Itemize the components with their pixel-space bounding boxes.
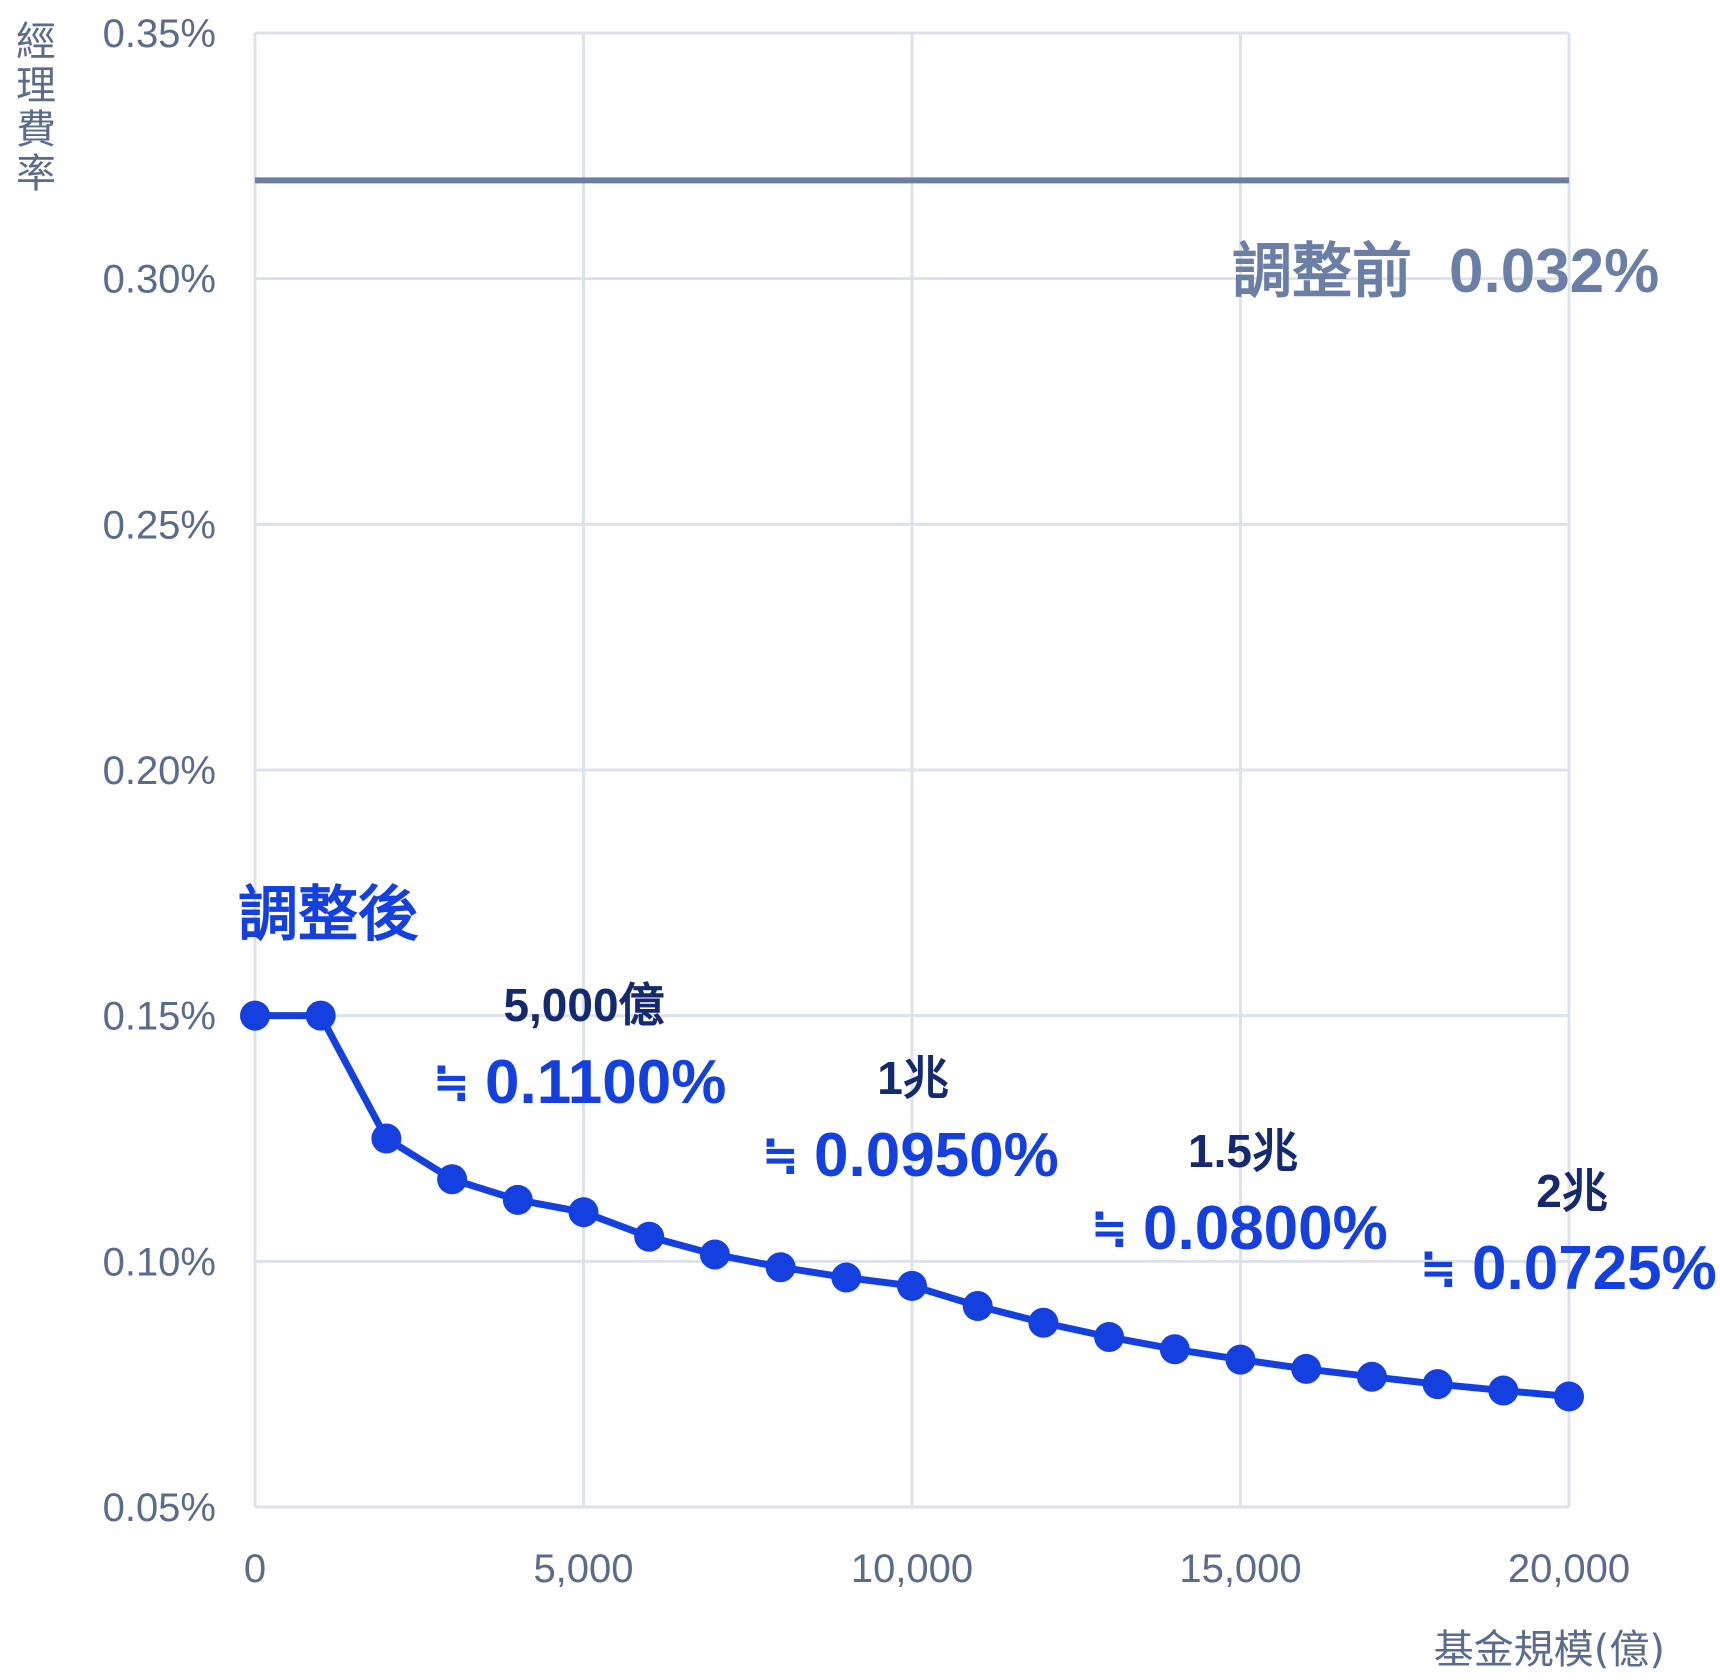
series-after-point <box>305 1000 336 1031</box>
series-after-point <box>831 1262 862 1293</box>
grid <box>253 31 1571 1509</box>
series-after-point <box>634 1221 665 1252</box>
y-tick-label: 0.20% <box>103 749 216 793</box>
series-after-point <box>1028 1307 1059 1338</box>
x-tick-label: 0 <box>244 1547 266 1591</box>
after-label: 調整後 <box>238 881 419 948</box>
series-after-point <box>962 1291 993 1322</box>
point-size-label: 5,000億 <box>503 979 664 1031</box>
series-after-point <box>1225 1344 1256 1375</box>
series-after-point <box>897 1270 927 1301</box>
series-after-point <box>699 1239 730 1270</box>
x-tick-label: 10,000 <box>851 1547 973 1591</box>
series-after-point <box>1554 1381 1584 1412</box>
series-after-point <box>765 1252 796 1283</box>
approx-symbol: ≒ <box>762 1131 799 1180</box>
point-rate-label: 0.0800% <box>1143 1194 1388 1263</box>
point-size-label: 1.5兆 <box>1188 1125 1298 1177</box>
approx-symbol: ≒ <box>433 1058 470 1107</box>
approx-symbol: ≒ <box>1420 1244 1457 1293</box>
series-after-point <box>502 1184 533 1215</box>
x-tick-label: 15,000 <box>1179 1547 1301 1591</box>
approx-symbol: ≒ <box>1091 1204 1128 1253</box>
series-after-point <box>568 1197 599 1228</box>
y-tick-label: 0.10% <box>103 1240 216 1284</box>
y-tick-label: 0.15% <box>103 995 216 1039</box>
series-after-point <box>1094 1321 1125 1352</box>
series-after-point <box>1356 1361 1387 1392</box>
series-after-point <box>371 1123 402 1154</box>
series-after-point <box>1291 1353 1322 1384</box>
before-value: 0.032% <box>1449 237 1659 306</box>
x-tick-label: 5,000 <box>533 1547 633 1591</box>
series-after-point <box>1159 1334 1190 1365</box>
point-size-label: 2兆 <box>1536 1165 1608 1217</box>
series-after-point <box>1422 1369 1453 1400</box>
series-after-point <box>240 1000 270 1031</box>
x-axis-title: 基金規模(億) <box>1434 1627 1665 1673</box>
y-tick-label: 0.25% <box>103 503 216 547</box>
series-after-point <box>437 1164 468 1195</box>
point-rate-label: 0.1100% <box>485 1048 726 1117</box>
before-label: 調整前 <box>1232 238 1412 305</box>
point-rate-label: 0.0725% <box>1472 1234 1717 1303</box>
y-tick-label: 0.05% <box>103 1486 216 1530</box>
y-axis-title: 經理費率 <box>9 20 55 196</box>
y-tick-label: 0.30% <box>103 258 216 302</box>
series <box>240 177 1584 1412</box>
point-size-label: 1兆 <box>877 1052 949 1104</box>
y-tick-label: 0.35% <box>103 12 216 56</box>
series-after-point <box>1488 1375 1519 1406</box>
axis-ticks: 0.35% 0.30% 0.25% 0.20% 0.15% 0.10% 0.05% 0 5,00… <box>103 12 1631 1591</box>
point-rate-label: 0.0950% <box>814 1121 1059 1190</box>
annotations: 調整前 0.032% 調整後 5,000億 ≒ 0.1100% 1兆 ≒ 0.0950% 1.5兆… <box>238 237 1717 1303</box>
x-tick-label: 20,000 <box>1508 1547 1630 1591</box>
